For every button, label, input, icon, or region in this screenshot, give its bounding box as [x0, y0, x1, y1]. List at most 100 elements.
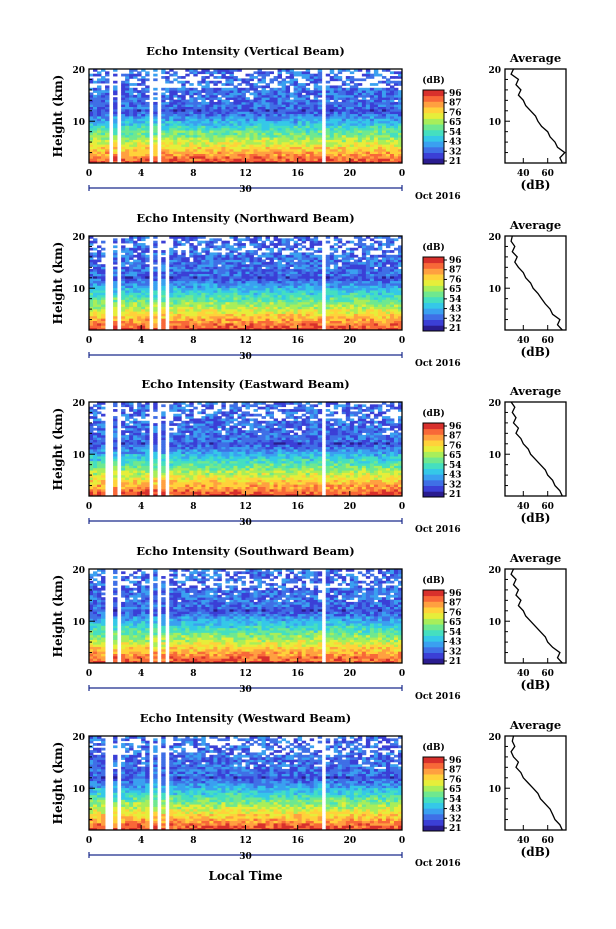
heatmap-cell [153, 297, 158, 300]
heatmap-cell [101, 271, 106, 274]
heatmap-cell [197, 297, 202, 300]
heatmap-cell [273, 252, 278, 256]
heatmap-cell [309, 101, 315, 105]
heatmap-cell [381, 87, 387, 91]
heatmap-cell [305, 327, 311, 331]
heatmap-cell [393, 71, 399, 75]
heatmap-cell [185, 273, 190, 277]
heatmap-cell [133, 271, 138, 274]
heatmap-cell [265, 134, 270, 138]
heatmap-cell [177, 116, 182, 119]
heatmap-cell [209, 287, 214, 291]
heatmap-cell [297, 71, 303, 75]
heatmap-cell [229, 144, 234, 147]
heatmap-cell [145, 259, 150, 263]
heatmap-cell [325, 320, 331, 324]
heatmap-cell [205, 280, 210, 284]
heatmap-cell [161, 257, 166, 260]
heatmap-cell [349, 85, 355, 89]
heatmap-cell [141, 311, 146, 314]
heatmap-cell [301, 297, 307, 300]
heatmap-cell [169, 280, 174, 284]
heatmap-cell [269, 132, 274, 136]
heatmap-cell [89, 268, 94, 272]
heatmap-cell [153, 134, 158, 138]
heatmap-cell [133, 87, 138, 91]
heatmap-cell [281, 94, 287, 98]
heatmap-cell [229, 322, 234, 326]
heatmap-cell [97, 104, 102, 107]
heatmap-cell [129, 148, 134, 152]
heatmap-cell [141, 160, 146, 164]
heatmap-cell [361, 99, 367, 103]
heatmap-cell [217, 238, 222, 242]
heatmap-cell [205, 313, 210, 317]
heatmap-cell [173, 252, 178, 256]
heatmap-cell [361, 311, 367, 314]
heatmap-cell [369, 92, 375, 96]
heatmap-cell [265, 252, 270, 256]
heatmap-cell [229, 325, 234, 329]
heatmap-cell [365, 252, 371, 256]
heatmap-cell [329, 69, 335, 72]
heatmap-cell [369, 139, 375, 143]
heatmap-cell [213, 294, 218, 298]
heatmap-cell [349, 141, 355, 145]
heatmap-cell [317, 137, 323, 140]
heatmap-cell [257, 243, 262, 246]
heatmap-cell [193, 280, 198, 284]
heatmap-cell [285, 97, 291, 100]
heatmap-cell [189, 158, 194, 162]
heatmap-cell [145, 111, 150, 115]
heatmap-cell [397, 151, 403, 154]
heatmap-cell [133, 268, 138, 272]
heatmap-cell [357, 313, 363, 317]
heatmap-cell [333, 327, 339, 331]
heatmap-cells [89, 69, 403, 164]
heatmap-cell [253, 111, 258, 115]
heatmap-cell [145, 273, 150, 277]
heatmap-cell [145, 153, 150, 157]
heatmap-cell [345, 155, 351, 159]
heatmap-cell [89, 285, 94, 289]
heatmap-cell [253, 264, 258, 267]
heatmap-cell [273, 245, 278, 249]
heatmap-cell [137, 283, 142, 286]
heatmap-cell [381, 80, 387, 84]
heatmap-cell [181, 292, 186, 296]
heatmap-cell [313, 148, 319, 152]
heatmap-cell [245, 304, 250, 307]
heatmap-cell [265, 125, 270, 129]
heatmap-cell [125, 160, 130, 164]
colorbar-tick-label: 76 [449, 108, 462, 118]
heatmap-cell [301, 137, 307, 140]
heatmap-cell [273, 155, 278, 159]
heatmap-cell [121, 87, 126, 91]
heatmap-cell [237, 151, 242, 154]
heatmap-cell [141, 123, 146, 126]
heatmap-cell [377, 87, 383, 91]
heatmap-cell [253, 132, 258, 136]
heatmap-cell [353, 311, 359, 314]
heatmap-cell [225, 83, 230, 86]
heatmap-cell [305, 83, 311, 86]
heatmap-cell [397, 144, 403, 147]
heatmap-cell [225, 285, 230, 289]
heatmap-cell [237, 308, 242, 312]
heatmap-cell [333, 238, 339, 242]
heatmap-cell [173, 153, 178, 157]
heatmap-cell [293, 266, 299, 270]
heatmap-cell [245, 259, 250, 263]
heatmap-cell [221, 69, 226, 72]
heatmap-cell [353, 290, 359, 293]
heatmap-cell [121, 294, 126, 298]
heatmap-cell [369, 90, 375, 93]
heatmap-cell [281, 106, 287, 110]
heatmap-cell [101, 275, 106, 279]
heatmap-cell [265, 83, 270, 86]
heatmap-cell [385, 144, 391, 147]
heatmap-cell [293, 83, 299, 86]
heatmap-cell [137, 118, 142, 122]
heatmap-cell [209, 158, 214, 162]
heatmap-cell [269, 322, 274, 326]
